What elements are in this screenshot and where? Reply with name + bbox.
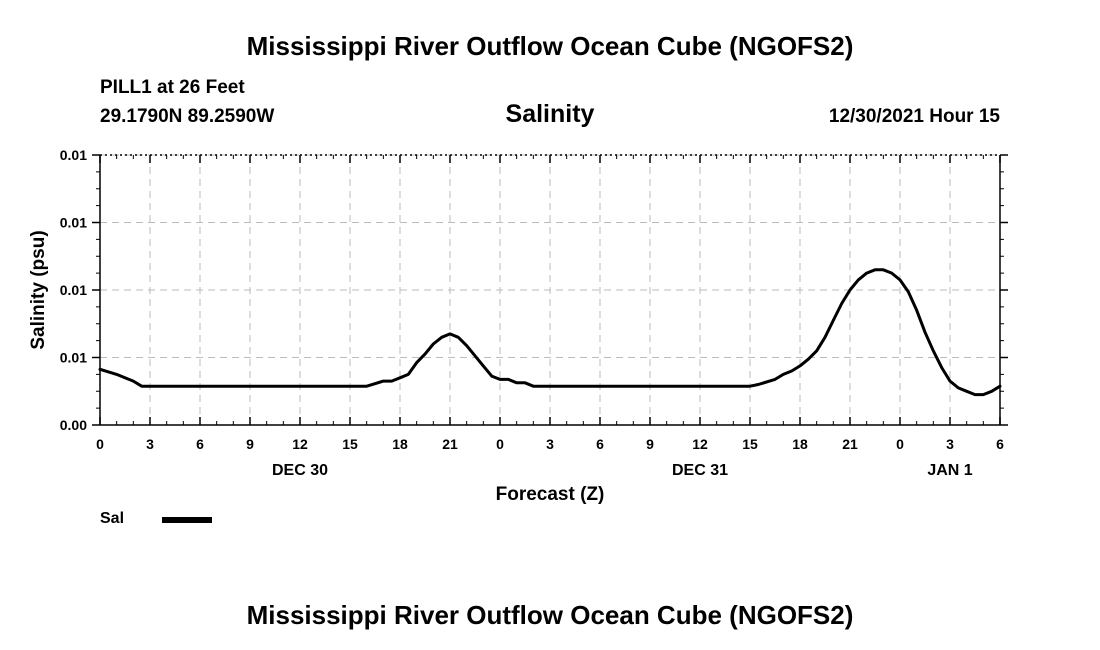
x-tick-label: 15 xyxy=(342,436,358,452)
legend-label: Sal xyxy=(100,510,125,527)
x-tick-label: 6 xyxy=(196,436,204,452)
grid-lines xyxy=(100,154,1000,425)
x-tick-label: 0 xyxy=(496,436,504,452)
x-tick-label: 9 xyxy=(246,436,254,452)
y-tick-label: 0.01 xyxy=(60,350,87,366)
x-tick-label: 9 xyxy=(646,436,654,452)
series-line-sal xyxy=(98,268,1002,397)
chart-subtitle: Salinity xyxy=(505,100,595,128)
x-tick-label: 12 xyxy=(292,436,308,452)
x-tick-label: 3 xyxy=(946,436,954,452)
x-tick-label: 21 xyxy=(842,436,858,452)
x-tick-label: 15 xyxy=(742,436,758,452)
forecast-datetime: 12/30/2021 Hour 15 xyxy=(828,106,1000,127)
x-tick-label: 12 xyxy=(692,436,708,452)
x-tick-label: 18 xyxy=(792,436,808,452)
x-tick-label: 0 xyxy=(896,436,904,452)
x-tick-label: 3 xyxy=(146,436,154,452)
axes xyxy=(92,154,1008,426)
date-label: JAN 1 xyxy=(927,462,972,479)
x-tick-label: 6 xyxy=(596,436,604,452)
y-axis-title: Salinity (psu) xyxy=(28,230,49,349)
chart-title-repeat: Mississippi River Outflow Ocean Cube (NG… xyxy=(246,600,854,630)
y-tick-label: 0.00 xyxy=(60,417,87,433)
station-coordinates: 29.1790N 89.2590W xyxy=(100,106,275,127)
x-axis-title: Forecast (Z) xyxy=(496,484,605,505)
chart-title: Mississippi River Outflow Ocean Cube (NG… xyxy=(246,31,854,61)
x-tick-label: 3 xyxy=(546,436,554,452)
legend-swatch xyxy=(162,517,212,523)
axis-labels: 0 3 6 9 12 15 18 21 0 3 6 9 12 15 18 21 0 3 6 0.00 0.01 0.01 0… xyxy=(28,147,1004,505)
y-tick-label: 0.01 xyxy=(60,147,87,163)
x-tick-label: 6 xyxy=(996,436,1004,452)
y-tick-label: 0.01 xyxy=(60,215,87,231)
series-layer xyxy=(98,268,1002,397)
date-label: DEC 30 xyxy=(272,462,328,479)
x-tick-label: 21 xyxy=(442,436,458,452)
x-tick-label: 18 xyxy=(392,436,408,452)
date-label: DEC 31 xyxy=(672,462,728,479)
y-tick-label: 0.01 xyxy=(60,282,87,298)
station-label: PILL1 at 26 Feet xyxy=(100,77,245,98)
x-tick-label: 0 xyxy=(96,436,104,452)
